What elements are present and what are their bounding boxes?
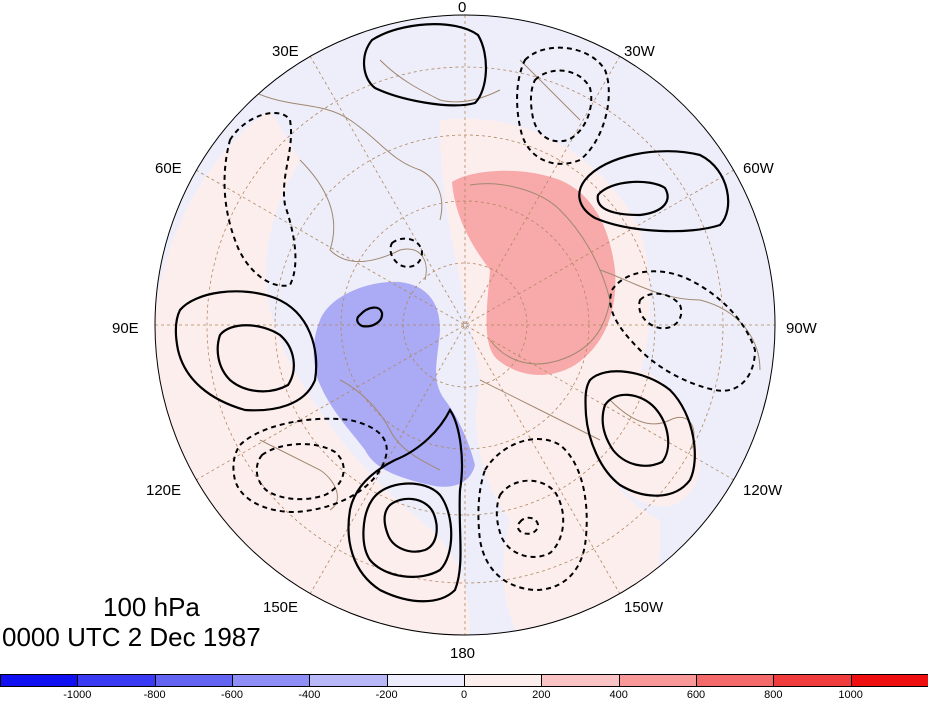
colorbar-swatch (618, 674, 697, 687)
contour-dashed (389, 237, 424, 268)
contour-solid (216, 324, 295, 393)
contour-dashed (609, 270, 757, 392)
lon-label-60w: 60W (743, 160, 775, 177)
contour-solid (174, 290, 318, 412)
lon-label-180: 180 (450, 645, 475, 662)
colorbar-swatch (232, 674, 311, 687)
valid-time-caption: 0000 UTC 2 Dec 1987 (2, 622, 261, 652)
lon-label-30e: 30E (272, 43, 299, 60)
colorbar-label: 1000 (838, 689, 863, 701)
lon-label-60e: 60E (155, 160, 182, 177)
positive-anomaly-max (452, 170, 616, 376)
lon-label-150w: 150W (624, 599, 664, 616)
contour-solid (596, 180, 669, 217)
contour-solid (347, 407, 464, 603)
colorbar-swatch (77, 674, 156, 687)
colorbar-label: -200 (375, 689, 398, 701)
colorbar: -1000 -800 -600 -400 -200 0 200 400 600 800 1000 (0, 674, 928, 702)
lon-label-120e: 120E (146, 482, 181, 499)
contour-solid (383, 497, 438, 553)
shaded-anomaly-field (155, 110, 700, 635)
contour-solid (356, 306, 384, 328)
contour-dashed (529, 69, 593, 143)
contour-dashed (516, 516, 540, 535)
colorbar-label: 200 (532, 689, 551, 701)
lon-label-150e: 150E (263, 599, 298, 616)
contour-dashed (638, 292, 683, 330)
colorbar-swatch (850, 674, 928, 687)
colorbar-swatch (386, 674, 465, 687)
lon-label-0: 0 (458, 0, 466, 16)
contour-dashed (495, 479, 565, 558)
negative-anomaly-min (313, 281, 475, 487)
colorbar-swatch (696, 674, 775, 687)
negative-contours (223, 46, 757, 592)
colorbar-label: -400 (298, 689, 321, 701)
contour-dashed (232, 417, 388, 514)
colorbar-label: -1000 (63, 689, 92, 701)
colorbar-swatch (0, 674, 79, 687)
weak-positive-region (155, 110, 470, 635)
colorbar-swatch (541, 674, 620, 687)
colorbar-swatch (154, 674, 233, 687)
lon-label-90e: 90E (112, 320, 139, 337)
colorbar-label: 400 (609, 689, 628, 701)
contour-solid (362, 482, 453, 578)
contour-solid (578, 150, 730, 233)
coastlines (249, 59, 761, 511)
lon-label-90w: 90W (786, 320, 818, 337)
contour-dashed (223, 111, 297, 287)
graticule (155, 15, 775, 635)
colorbar-label: 0 (460, 689, 468, 701)
contour-dashed (477, 438, 588, 592)
contour-dashed (255, 443, 345, 501)
colorbar-swatch (309, 674, 388, 687)
polar-map: 0 30E 30W 60E 60W 90E 90W 120E 120W 150E… (112, 0, 818, 662)
positive-contours (174, 23, 730, 603)
contour-solid (601, 393, 670, 467)
colorbar-label: 800 (764, 689, 783, 701)
contour-dashed (516, 46, 610, 165)
colorbar-label: -800 (143, 689, 166, 701)
colorbar-label: 600 (686, 689, 706, 701)
colorbar-label: -600 (220, 689, 244, 701)
weak-positive-region (599, 370, 700, 507)
lon-label-120w: 120W (743, 482, 783, 499)
pressure-level-caption: 100 hPa (103, 592, 200, 622)
map-border (154, 14, 776, 636)
colorbar-swatch (464, 674, 543, 687)
lon-label-30w: 30W (624, 43, 656, 60)
contour-solid (584, 370, 696, 497)
colorbar-swatch (773, 674, 852, 687)
contour-solid (363, 23, 488, 107)
